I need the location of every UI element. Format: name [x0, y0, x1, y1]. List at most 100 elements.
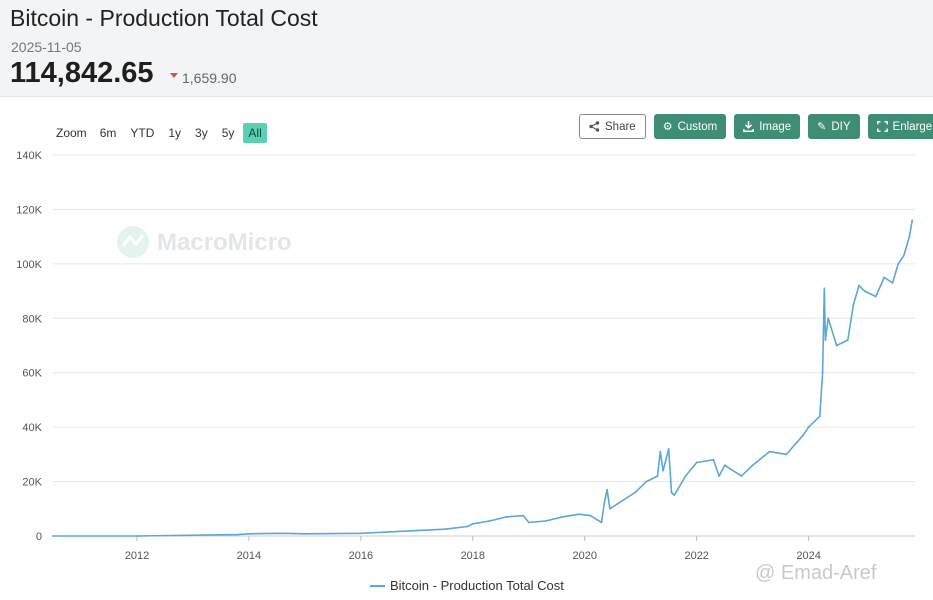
enlarge-button[interactable]: Enlarge: [867, 114, 933, 139]
custom-button[interactable]: ⚙ Custom: [653, 114, 727, 139]
data-point: [684, 475, 687, 478]
data-point: [603, 502, 606, 505]
data-point: [466, 525, 469, 528]
x-tick-label: 2018: [461, 550, 485, 562]
data-point: [488, 520, 491, 522]
y-axis: 0 20K 40K 60K 80K 100K 120K 140K: [16, 150, 42, 543]
data-point: [609, 507, 611, 510]
data-point: [785, 453, 788, 456]
page-title: Bitcoin - Production Total Cost: [10, 5, 318, 31]
data-point: [634, 491, 637, 494]
brand-watermark: MacroMicro: [117, 226, 292, 258]
gear-icon: ⚙: [662, 121, 673, 133]
grid-lines: [53, 154, 915, 537]
y-tick-label: 140K: [16, 150, 42, 162]
line-chart: MacroMicro 0 20K 40K 60K 80K 100K 120K 140K 201…: [16, 150, 915, 562]
data-point: [813, 420, 816, 423]
data-point: [589, 514, 592, 517]
y-tick-label: 100K: [16, 259, 42, 271]
data-point: [561, 516, 564, 518]
data-point: [248, 532, 250, 535]
macromicro-watermark: MacroMicro: [157, 229, 292, 256]
data-point: [824, 339, 827, 341]
corner-watermark-text: @ Emad-Aref: [755, 562, 877, 584]
data-point: [415, 529, 418, 532]
x-axis: 2012 2014 2016 2018 2020 2022 2024: [125, 536, 821, 562]
x-tick-label: 2022: [684, 550, 708, 562]
data-point: [902, 254, 905, 257]
data-point: [852, 303, 855, 306]
data-point: [662, 469, 665, 472]
zoom-5y-button[interactable]: 5y: [221, 125, 235, 140]
data-point: [723, 464, 726, 467]
data-point: [281, 532, 284, 535]
data-point: [908, 235, 911, 238]
data-point: [695, 461, 698, 464]
data-point: [673, 494, 676, 497]
corner-watermark: @ Emad-Aref: [755, 562, 876, 585]
data-point: [883, 276, 886, 279]
x-tick-label: 2016: [349, 550, 373, 562]
diy-button[interactable]: ✎ DIY: [808, 114, 860, 139]
data-point: [802, 434, 804, 437]
change-value: 1,659.90: [182, 70, 237, 86]
data-point: [835, 344, 838, 347]
zoom-selector: Zoom 6m YTD 1y 3y 5y All: [56, 122, 271, 143]
y-tick-label: 0: [36, 531, 42, 543]
data-point: [891, 282, 894, 284]
data-point: [527, 521, 530, 524]
image-label: Image: [759, 120, 792, 133]
zoom-6m-button[interactable]: 6m: [99, 125, 117, 140]
data-point: [606, 488, 609, 491]
data-point: [751, 464, 754, 467]
data-point: [827, 317, 830, 320]
zoom-ytd-button[interactable]: YTD: [130, 125, 155, 140]
pencil-icon: ✎: [817, 121, 827, 133]
data-point: [863, 290, 866, 292]
data-point: [659, 450, 662, 453]
data-point: [359, 532, 362, 535]
share-button[interactable]: Share: [579, 114, 646, 139]
custom-label: Custom: [677, 120, 718, 133]
data-point: [712, 458, 715, 461]
data-point: [821, 371, 824, 374]
data-point: [874, 295, 877, 298]
data-point: [52, 535, 54, 537]
y-tick-label: 20K: [22, 477, 42, 489]
y-tick-label: 120K: [16, 204, 42, 216]
expand-icon: [876, 121, 888, 132]
data-point: [768, 450, 771, 453]
data-point: [617, 502, 620, 505]
zoom-3y-button[interactable]: 3y: [195, 125, 208, 140]
zoom-all-button[interactable]: All: [243, 122, 267, 143]
latest-date: 2025-11-05: [11, 39, 82, 55]
data-point: [303, 532, 306, 535]
x-tick-label: 2020: [573, 550, 597, 562]
diy-label: DIY: [831, 120, 851, 133]
data-point: [670, 491, 673, 494]
data-point: [505, 516, 508, 518]
data-point: [544, 520, 547, 522]
y-tick-label: 80K: [22, 313, 42, 325]
data-point: [522, 514, 525, 517]
x-tick-label: 2024: [796, 550, 820, 562]
zoom-1y-button[interactable]: 1y: [168, 125, 182, 140]
data-point: [578, 513, 581, 516]
latest-value: 114,842.65: [10, 57, 154, 89]
data-point: [136, 535, 138, 537]
download-icon: [743, 121, 755, 132]
data-point: [656, 475, 659, 478]
data-point: [858, 284, 860, 287]
image-button[interactable]: Image: [734, 114, 801, 139]
series-points: [52, 219, 914, 537]
data-point: [387, 531, 390, 533]
data-point: [911, 219, 914, 222]
data-point: [823, 287, 826, 290]
down-arrow-icon: [170, 73, 178, 78]
data-point: [718, 475, 720, 478]
header: Bitcoin - Production Total Cost 2025-11-…: [0, 0, 933, 97]
y-tick-label: 40K: [22, 422, 42, 434]
data-point: [600, 521, 603, 524]
legend[interactable]: Bitcoin - Production Total Cost: [370, 578, 564, 593]
data-point: [740, 475, 743, 478]
